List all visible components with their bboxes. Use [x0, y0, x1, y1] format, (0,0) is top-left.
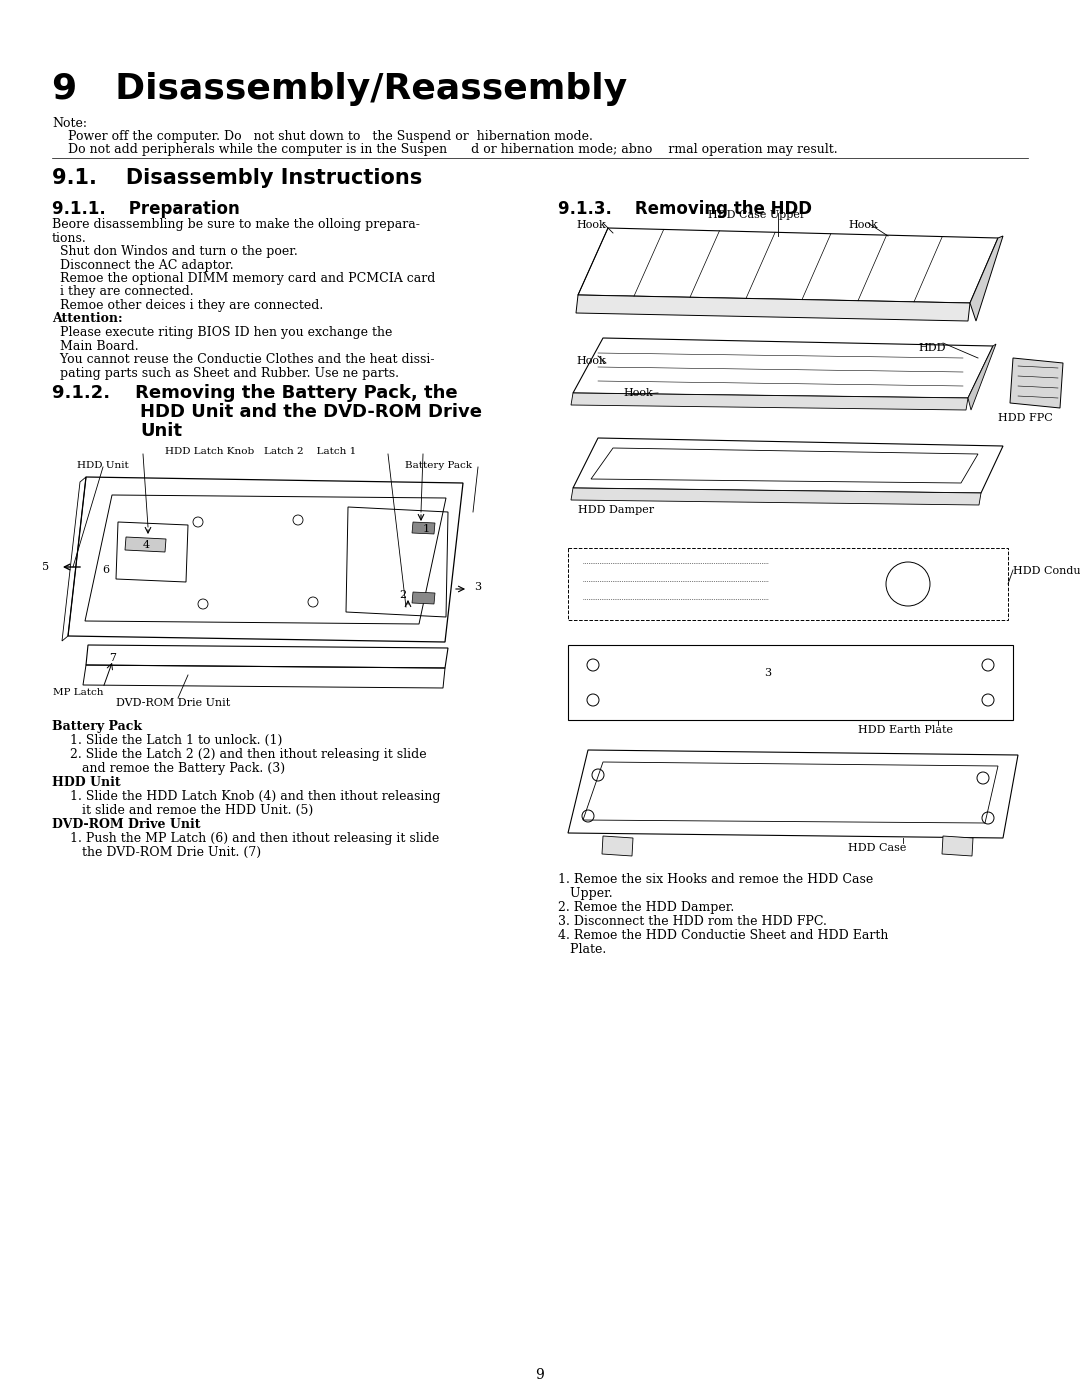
Text: Shut don Windos and turn o the poer.: Shut don Windos and turn o the poer.: [52, 244, 298, 258]
Polygon shape: [602, 835, 633, 856]
Polygon shape: [970, 236, 1003, 321]
Text: HDD Case Upper: HDD Case Upper: [708, 210, 806, 219]
Text: Note:: Note:: [52, 117, 87, 130]
Text: and remoe the Battery Pack. (3): and remoe the Battery Pack. (3): [70, 761, 285, 775]
Text: 1. Slide the HDD Latch Knob (4) and then ithout releasing: 1. Slide the HDD Latch Knob (4) and then…: [70, 789, 441, 803]
Text: 9.1.2.    Removing the Battery Pack, the: 9.1.2. Removing the Battery Pack, the: [52, 384, 458, 402]
Text: HDD Case: HDD Case: [848, 842, 906, 854]
Text: 1. Push the MP Latch (6) and then ithout releasing it slide: 1. Push the MP Latch (6) and then ithout…: [70, 833, 440, 845]
Text: HDD Unit and the DVD-ROM Drive: HDD Unit and the DVD-ROM Drive: [140, 402, 482, 420]
Text: 2. Slide the Latch 2 (2) and then ithout releasing it slide: 2. Slide the Latch 2 (2) and then ithout…: [70, 747, 427, 761]
Text: 1. Slide the Latch 1 to unlock. (1): 1. Slide the Latch 1 to unlock. (1): [70, 733, 282, 747]
Polygon shape: [125, 536, 166, 552]
Text: 3: 3: [474, 583, 482, 592]
Text: 7: 7: [109, 652, 117, 664]
Polygon shape: [942, 835, 973, 856]
Polygon shape: [411, 592, 435, 604]
Text: Hook: Hook: [576, 219, 606, 231]
Text: Remoe the optional DIMM memory card and PCMCIA card: Remoe the optional DIMM memory card and …: [52, 272, 435, 285]
Polygon shape: [571, 488, 981, 504]
Text: HDD FPC: HDD FPC: [998, 414, 1053, 423]
Text: 5: 5: [42, 562, 50, 571]
Text: Hook: Hook: [576, 356, 606, 366]
Text: Main Board.: Main Board.: [52, 339, 138, 352]
Text: DVD-ROM Drie Unit: DVD-ROM Drie Unit: [116, 698, 230, 708]
Text: MP Latch: MP Latch: [53, 687, 104, 697]
Text: 3: 3: [765, 668, 771, 678]
Text: 9.1.1.    Preparation: 9.1.1. Preparation: [52, 200, 240, 218]
Text: the DVD-ROM Drie Unit. (7): the DVD-ROM Drie Unit. (7): [70, 847, 261, 859]
Text: You cannot reuse the Conductie Clothes and the heat dissi-: You cannot reuse the Conductie Clothes a…: [52, 353, 434, 366]
Polygon shape: [968, 344, 996, 409]
Text: 1. Remoe the six Hooks and remoe the HDD Case: 1. Remoe the six Hooks and remoe the HDD…: [558, 873, 874, 886]
Text: HDD Latch Knob   Latch 2    Latch 1: HDD Latch Knob Latch 2 Latch 1: [165, 447, 356, 455]
Text: Battery Pack: Battery Pack: [52, 719, 141, 733]
Text: 1: 1: [422, 524, 430, 534]
Text: HDD Damper: HDD Damper: [578, 504, 654, 515]
Text: 3. Disconnect the HDD rom the HDD FPC.: 3. Disconnect the HDD rom the HDD FPC.: [558, 915, 827, 928]
Text: tions.: tions.: [52, 232, 86, 244]
Text: HDD Conductie Sheet: HDD Conductie Sheet: [1013, 566, 1080, 576]
Text: Battery Pack: Battery Pack: [405, 461, 472, 469]
Text: Hook: Hook: [848, 219, 878, 231]
Text: 9: 9: [536, 1368, 544, 1382]
Text: 6: 6: [103, 564, 109, 576]
Text: Remoe other deices i they are connected.: Remoe other deices i they are connected.: [52, 299, 323, 312]
Text: 9   Disassembly/Reassembly: 9 Disassembly/Reassembly: [52, 73, 627, 106]
Text: HDD Unit: HDD Unit: [77, 461, 129, 469]
Text: Disconnect the AC adaptor.: Disconnect the AC adaptor.: [52, 258, 233, 271]
Text: Power off the computer. Do   not shut down to   the Suspend or  hibernation mode: Power off the computer. Do not shut down…: [52, 130, 593, 142]
Text: Beore disassembling be sure to make the olloing prepara-: Beore disassembling be sure to make the …: [52, 218, 420, 231]
Text: 2. Remoe the HDD Damper.: 2. Remoe the HDD Damper.: [558, 901, 734, 914]
Text: Attention:: Attention:: [52, 313, 123, 326]
Polygon shape: [576, 295, 970, 321]
Text: Upper.: Upper.: [558, 887, 612, 900]
Text: HDD Unit: HDD Unit: [52, 775, 121, 789]
Text: Hook: Hook: [623, 388, 652, 398]
Polygon shape: [411, 522, 435, 534]
Text: 9.1.3.    Removing the HDD: 9.1.3. Removing the HDD: [558, 200, 812, 218]
Text: 9.1.    Disassembly Instructions: 9.1. Disassembly Instructions: [52, 168, 422, 189]
Text: it slide and remoe the HDD Unit. (5): it slide and remoe the HDD Unit. (5): [70, 805, 313, 817]
Text: Please execute riting BIOS ID hen you exchange the: Please execute riting BIOS ID hen you ex…: [52, 326, 392, 339]
Text: i they are connected.: i they are connected.: [52, 285, 193, 299]
Text: Do not add peripherals while the computer is in the Suspen      d or hibernation: Do not add peripherals while the compute…: [52, 142, 838, 156]
Text: 2: 2: [400, 590, 406, 599]
Text: DVD-ROM Drive Unit: DVD-ROM Drive Unit: [52, 819, 201, 831]
Text: Plate.: Plate.: [558, 943, 606, 956]
Text: pating parts such as Sheet and Rubber. Use ne parts.: pating parts such as Sheet and Rubber. U…: [52, 366, 399, 380]
Polygon shape: [1010, 358, 1063, 408]
Text: HDD Earth Plate: HDD Earth Plate: [858, 725, 953, 735]
Text: HDD: HDD: [918, 344, 945, 353]
Text: 4. Remoe the HDD Conductie Sheet and HDD Earth: 4. Remoe the HDD Conductie Sheet and HDD…: [558, 929, 889, 942]
Text: 4: 4: [143, 541, 149, 550]
Text: Unit: Unit: [140, 422, 183, 440]
Polygon shape: [571, 393, 968, 409]
